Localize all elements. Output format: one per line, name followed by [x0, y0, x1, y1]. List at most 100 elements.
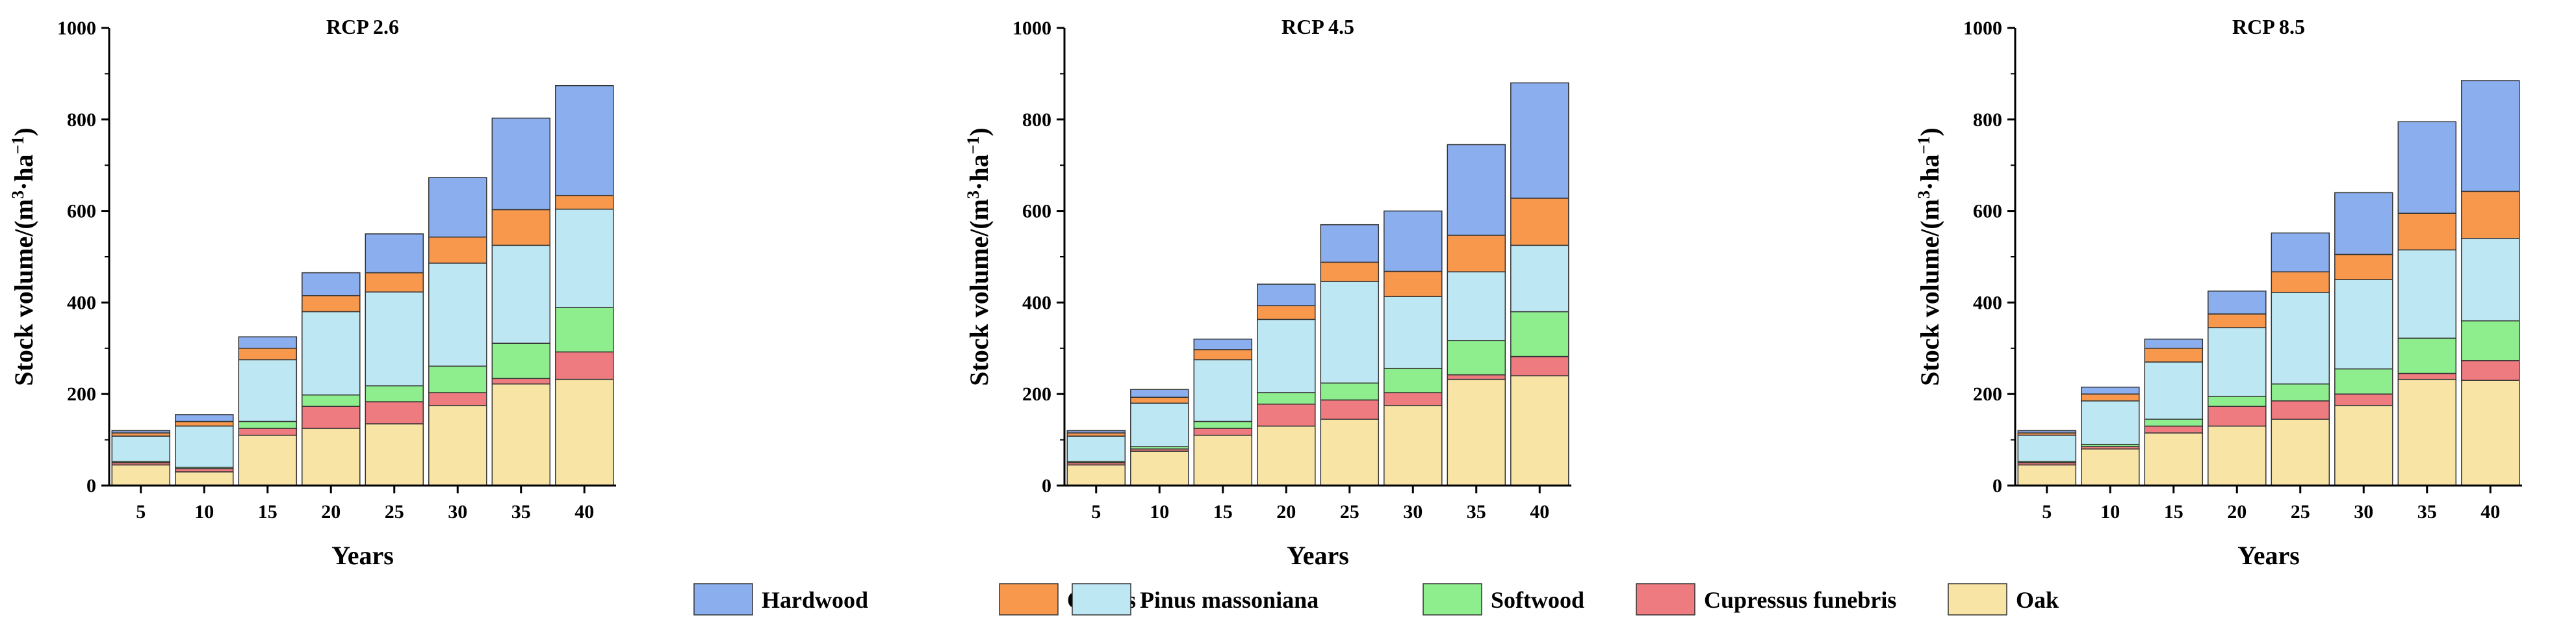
y-tick-label: 600	[1973, 201, 2002, 222]
bar-segment-oak-10	[2081, 448, 2140, 486]
bar-segment-others-10	[175, 421, 234, 427]
bar-segment-oak-30	[1384, 405, 1443, 486]
bar-segment-others-35	[1447, 235, 1506, 272]
bar-segment-pinus-massoniana-10	[1130, 402, 1189, 447]
bar-segment-cupressus-funebris-10	[175, 468, 234, 473]
x-tick-label: 5	[2042, 501, 2052, 523]
bar-segment-oak-40	[1510, 375, 1569, 486]
bar-segment-oak-15	[1193, 434, 1253, 486]
bar-segment-others-15	[1193, 349, 1253, 361]
bar-segment-pinus-massoniana-5	[2017, 434, 2077, 462]
y-tick-label: 600	[1022, 201, 1051, 222]
x-tick-label: 10	[2100, 501, 2120, 523]
bar-segment-hardwood-25	[1320, 224, 1380, 263]
bar-segment-others-30	[2334, 254, 2393, 280]
bars	[2017, 80, 2520, 486]
x-tick-label: 25	[1340, 501, 1359, 523]
bar-segment-cupressus-funebris-25	[2271, 400, 2330, 420]
bar-segment-cupressus-funebris-20	[2208, 406, 2267, 427]
bar-segment-softwood-35	[2397, 337, 2457, 374]
bar-segment-oak-25	[1320, 419, 1380, 486]
bar-segment-others-20	[1257, 305, 1316, 320]
bar-segment-others-30	[1384, 270, 1443, 297]
bar-segment-cupressus-funebris-15	[1193, 428, 1253, 436]
bar-segment-others-15	[238, 348, 298, 361]
x-tick-label: 15	[2164, 501, 2183, 523]
bar-segment-cupressus-funebris-15	[238, 428, 298, 436]
legend-swatch	[1636, 583, 1695, 616]
bar-segment-others-10	[1130, 396, 1189, 404]
bar-segment-softwood-35	[491, 343, 551, 380]
bar-segment-others-30	[428, 236, 487, 264]
y-tick-label: 400	[1022, 292, 1051, 313]
bar-segment-oak-30	[428, 405, 487, 486]
x-tick-label: 20	[2227, 501, 2247, 523]
y-tick-label: 200	[67, 384, 96, 405]
x-tick-label: 30	[1403, 501, 1423, 523]
bar-segment-cupressus-funebris-25	[1320, 399, 1380, 420]
bar-segment-hardwood-10	[1130, 389, 1189, 398]
bar-segment-softwood-20	[2208, 395, 2267, 407]
chart-panel-rcp-4-5: 0 200 400 600 800 1000 5 10 15 20 25 30 35 40 RCP 4.5 Y…	[964, 15, 1571, 570]
bar-segment-pinus-massoniana-15	[1193, 359, 1253, 422]
x-axis-label: Years	[1287, 541, 1349, 570]
bar-segment-softwood-15	[1193, 421, 1253, 429]
bar-segment-hardwood-15	[1193, 338, 1253, 350]
bar-segment-softwood-35	[1447, 340, 1506, 376]
bar-segment-pinus-massoniana-15	[2144, 361, 2204, 420]
bar-segment-softwood-40	[2461, 320, 2520, 361]
bar-segment-pinus-massoniana-35	[2397, 249, 2457, 339]
bar-segment-pinus-massoniana-25	[365, 291, 424, 387]
bar-segment-hardwood-35	[491, 117, 551, 211]
x-tick-label: 25	[2291, 501, 2310, 523]
y-tick-label: 200	[1022, 384, 1051, 405]
bar-segment-others-35	[491, 209, 551, 246]
x-tick-label: 10	[1150, 501, 1169, 523]
legend-swatch	[999, 583, 1059, 616]
bar-segment-cupressus-funebris-20	[1257, 403, 1316, 427]
bar-segment-oak-20	[1257, 425, 1316, 486]
x-tick-label: 30	[2354, 501, 2373, 523]
bar-segment-cupressus-funebris-40	[2461, 360, 2520, 381]
bar-segment-others-40	[1510, 198, 1569, 246]
bar-segment-others-25	[2271, 271, 2330, 293]
bar-segment-oak-25	[365, 423, 424, 486]
bars	[1066, 82, 1569, 486]
y-tick-label: 600	[67, 201, 96, 222]
bar-segment-cupressus-funebris-15	[2144, 425, 2204, 434]
bar-segment-softwood-15	[2144, 419, 2204, 427]
bar-segment-pinus-massoniana-25	[1320, 281, 1380, 384]
x-tick-label: 20	[1276, 501, 1296, 523]
bar-segment-softwood-20	[302, 394, 361, 407]
y-tick-label: 1000	[57, 18, 96, 39]
bar-segment-pinus-massoniana-40	[1510, 244, 1569, 313]
bar-segment-softwood-30	[428, 365, 487, 393]
x-tick-label: 35	[511, 501, 531, 523]
bar-segment-others-40	[2461, 190, 2520, 239]
legend-swatch	[693, 583, 753, 616]
bar-segment-cupressus-funebris-35	[1447, 374, 1506, 380]
bar-segment-others-20	[302, 295, 361, 313]
legend-label: Cupressus funebris	[1704, 587, 1896, 613]
legend-item-oak: Oak	[1948, 583, 2059, 616]
chart-title: RCP 8.5	[2232, 15, 2305, 38]
bar-segment-oak-35	[491, 383, 551, 486]
bar-segment-oak-25	[2271, 419, 2330, 486]
x-axis-label: Years	[2237, 541, 2300, 570]
x-tick-label: 15	[1213, 501, 1233, 523]
bar-segment-softwood-25	[2271, 383, 2330, 402]
bar-segment-others-20	[2208, 313, 2267, 328]
bar-segment-hardwood-40	[2461, 80, 2520, 192]
bar-segment-others-10	[2081, 393, 2140, 402]
y-axis-label: Stock volume/(m3·ha−1)	[964, 127, 994, 386]
legend-item-hardwood: Hardwood	[693, 583, 868, 616]
bar-segment-pinus-massoniana-20	[2208, 327, 2267, 397]
bar-segment-cupressus-funebris-35	[2397, 372, 2457, 380]
bar-segment-pinus-massoniana-30	[428, 263, 487, 367]
bar-segment-hardwood-10	[175, 414, 234, 422]
bar-segment-hardwood-20	[2208, 291, 2267, 315]
bar-segment-oak-20	[302, 428, 361, 486]
bar-segment-hardwood-10	[2081, 386, 2140, 395]
x-tick-label: 40	[2480, 501, 2500, 523]
bar-segment-oak-15	[2144, 432, 2204, 486]
